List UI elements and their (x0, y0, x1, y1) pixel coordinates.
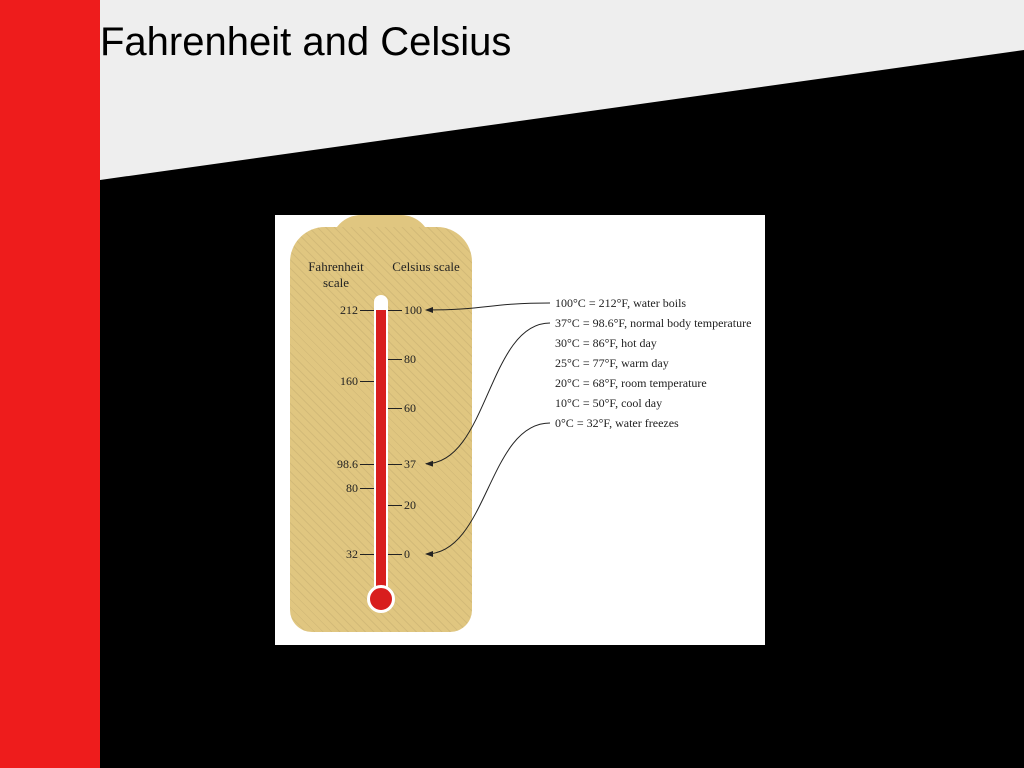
celsius-tick-label: 60 (404, 401, 416, 416)
annotation-row: 100°C = 212°F, water boils (555, 296, 686, 311)
annotation-fahrenheit: 86°F (593, 336, 616, 350)
annotation-celsius: 10°C (555, 396, 580, 410)
annotation-fahrenheit: 98.6°F (593, 316, 625, 330)
celsius-tick-label: 80 (404, 352, 416, 367)
fahrenheit-tick (360, 554, 374, 555)
fahrenheit-tick-label: 212 (340, 303, 358, 318)
thermometer-body: Fahrenheit scale Celsius scale 212 160 98.… (290, 227, 472, 632)
annotation-description: warm day (621, 356, 669, 370)
celsius-scale-label: Celsius scale (386, 259, 466, 275)
fahrenheit-tick-label: 80 (346, 481, 358, 496)
annotation-description: cool day (621, 396, 662, 410)
annotation-fahrenheit: 50°F (593, 396, 616, 410)
celsius-tick (388, 464, 402, 465)
celsius-tick (388, 505, 402, 506)
annotation-row: 37°C = 98.6°F, normal body temperature (555, 316, 751, 331)
fahrenheit-tick-label: 98.6 (337, 457, 358, 472)
annotation-description: hot day (621, 336, 657, 350)
slide-title: Fahrenheit and Celsius (100, 20, 511, 65)
fahrenheit-tick (360, 381, 374, 382)
celsius-tick (388, 408, 402, 409)
celsius-tick (388, 310, 402, 311)
annotation-fahrenheit: 77°F (593, 356, 616, 370)
annotation-row: 0°C = 32°F, water freezes (555, 416, 679, 431)
fahrenheit-tick-label: 32 (346, 547, 358, 562)
annotation-fahrenheit: 212°F (599, 296, 628, 310)
fahrenheit-scale-label: Fahrenheit scale (296, 259, 376, 290)
annotation-row: 30°C = 86°F, hot day (555, 336, 657, 351)
celsius-tick-label: 100 (404, 303, 422, 318)
annotation-celsius: 30°C (555, 336, 580, 350)
annotation-description: water boils (633, 296, 686, 310)
annotation-celsius: 20°C (555, 376, 580, 390)
annotation-row: 20°C = 68°F, room temperature (555, 376, 707, 391)
celsius-tick (388, 554, 402, 555)
annotation-celsius: 100°C (555, 296, 586, 310)
thermometer-bulb (367, 585, 395, 613)
annotation-celsius: 37°C (555, 316, 580, 330)
celsius-tick-label: 37 (404, 457, 416, 472)
celsius-tick-label: 0 (404, 547, 410, 562)
fahrenheit-tick (360, 310, 374, 311)
thermometer-mercury (376, 310, 386, 593)
celsius-tick-label: 20 (404, 498, 416, 513)
annotation-row: 10°C = 50°F, cool day (555, 396, 662, 411)
annotation-fahrenheit: 32°F (587, 416, 610, 430)
annotation-description: normal body temperature (630, 316, 751, 330)
annotation-fahrenheit: 68°F (593, 376, 616, 390)
annotation-celsius: 25°C (555, 356, 580, 370)
celsius-tick (388, 359, 402, 360)
annotation-description: water freezes (615, 416, 679, 430)
annotation-description: room temperature (621, 376, 707, 390)
fahrenheit-tick (360, 488, 374, 489)
annotation-row: 25°C = 77°F, warm day (555, 356, 669, 371)
fahrenheit-tick-label: 160 (340, 374, 358, 389)
diagram-panel: Fahrenheit scale Celsius scale 212 160 98.… (275, 215, 765, 645)
fahrenheit-tick (360, 464, 374, 465)
annotation-celsius: 0°C (555, 416, 574, 430)
